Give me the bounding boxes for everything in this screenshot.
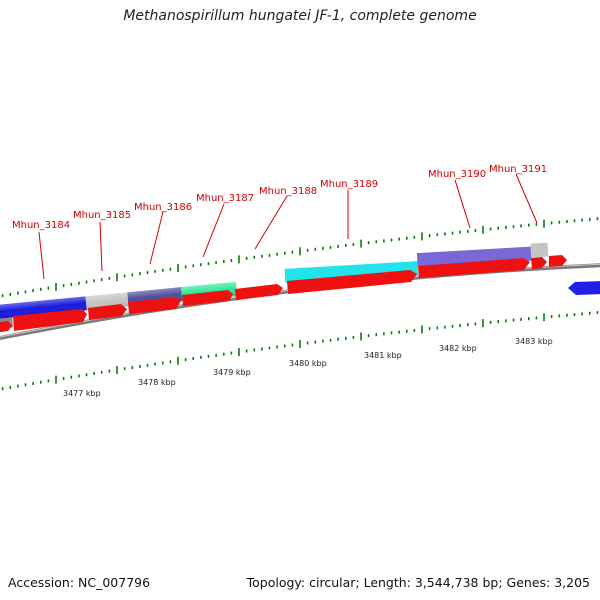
cds-arrow[interactable] [418, 258, 530, 278]
label-leaders [38, 173, 538, 280]
cds-arrow[interactable] [235, 284, 283, 300]
feature-shine [0, 281, 238, 321]
inner-tick-track [1, 311, 599, 391]
outer-tick-track [1, 217, 599, 298]
kbp-label: 3482 kbp [439, 344, 477, 353]
kbp-label: 3479 kbp [213, 368, 251, 377]
cds-arrow[interactable] [88, 304, 127, 320]
cds-arrow-reverse[interactable] [568, 281, 600, 295]
gene-label[interactable]: Mhun_3184 [12, 220, 70, 231]
cds-arrows [0, 255, 600, 333]
gene-label[interactable]: Mhun_3187 [196, 193, 254, 204]
cds-arrow[interactable] [182, 290, 233, 306]
cds-arrow[interactable] [549, 255, 567, 267]
genome-summary-text: Topology: circular; Length: 3,544,738 bp… [246, 575, 590, 590]
accession-text: Accession: NC_007796 [8, 575, 151, 590]
kbp-label: 3478 kbp [138, 378, 176, 387]
gene-label[interactable]: Mhun_3190 [428, 169, 486, 180]
cds-arrow[interactable] [13, 309, 87, 331]
cds-arrow[interactable] [128, 297, 181, 314]
gene-label[interactable]: Mhun_3189 [320, 179, 378, 190]
cds-arrow[interactable] [0, 321, 12, 333]
map-title: Methanospirillum hungatei JF-1, complete… [123, 8, 477, 24]
gene-label[interactable]: Mhun_3191 [489, 164, 547, 175]
cds-arrow[interactable] [531, 257, 547, 269]
kbp-label: 3481 kbp [364, 351, 402, 360]
gene-label[interactable]: Mhun_3186 [134, 202, 192, 213]
kbp-label: 3483 kbp [515, 337, 553, 346]
kbp-label: 3477 kbp [63, 389, 101, 398]
kbp-label: 3480 kbp [289, 359, 327, 368]
gene-labels: Mhun_3184 Mhun_3185 Mhun_3186 Mhun_3187 … [12, 164, 547, 231]
kbp-labels: 3477 kbp 3478 kbp 3479 kbp 3480 kbp 3481… [63, 337, 553, 398]
feature-bar-grey-right[interactable] [530, 242, 549, 258]
cds-arrow[interactable] [287, 270, 417, 294]
gene-label[interactable]: Mhun_3188 [259, 186, 317, 197]
feature-bar-cyan[interactable] [284, 261, 419, 283]
gene-label[interactable]: Mhun_3185 [73, 210, 131, 221]
